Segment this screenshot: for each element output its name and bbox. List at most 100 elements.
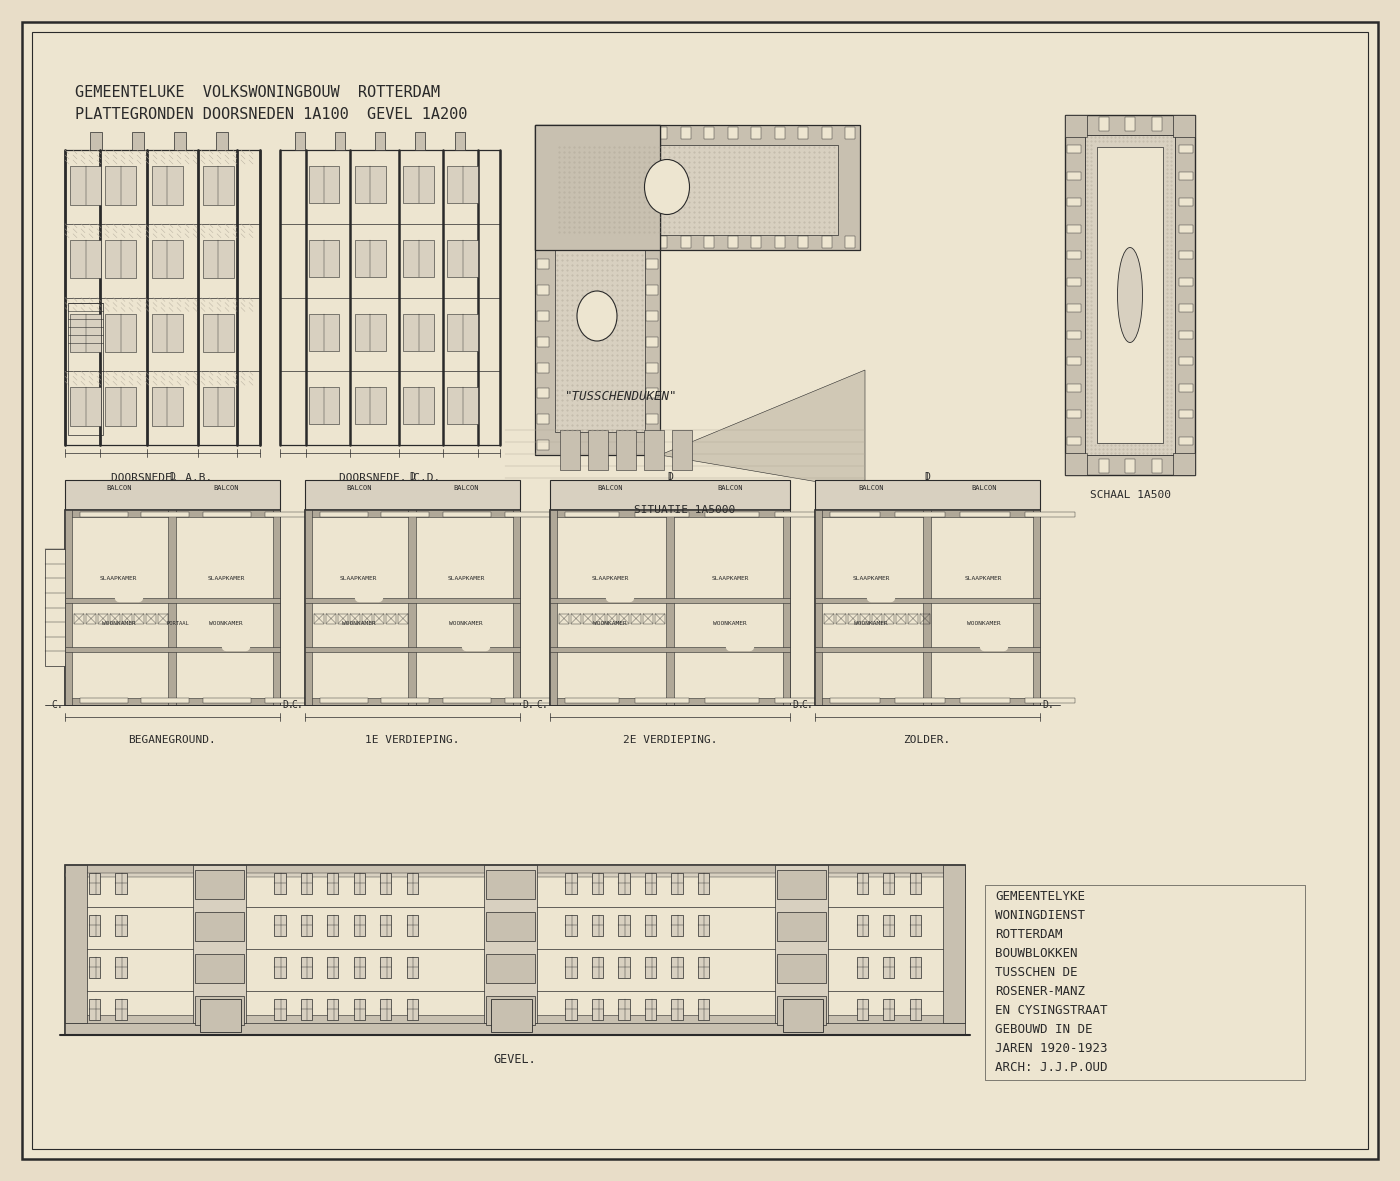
Bar (846, 236, 855, 248)
Bar (1033, 510, 1040, 705)
Bar (406, 914, 417, 937)
Bar (98, 613, 108, 624)
Bar (535, 125, 659, 250)
Bar (860, 613, 869, 624)
Bar (115, 957, 127, 978)
Bar (857, 914, 868, 937)
Bar (1067, 463, 1081, 471)
Bar (1179, 331, 1193, 339)
Bar (337, 613, 349, 624)
Bar (442, 698, 491, 703)
Bar (203, 698, 251, 703)
Bar (815, 598, 1040, 602)
Bar (305, 598, 519, 602)
Bar (910, 873, 921, 894)
Bar (274, 999, 286, 1020)
Bar (846, 128, 855, 139)
Bar (85, 613, 97, 624)
Bar (1179, 119, 1193, 128)
Bar (1126, 459, 1135, 474)
Bar (550, 479, 790, 510)
Text: GEVEL.: GEVEL. (494, 1053, 536, 1066)
Text: JAREN 1920-1923: JAREN 1920-1923 (995, 1042, 1107, 1055)
Bar (203, 387, 234, 426)
Bar (203, 167, 234, 204)
Bar (1179, 357, 1193, 365)
Bar (308, 167, 339, 203)
Bar (815, 479, 1040, 510)
Bar (203, 513, 251, 517)
Bar (80, 698, 127, 703)
Bar (146, 613, 155, 624)
Bar (406, 999, 417, 1020)
Bar (64, 864, 965, 873)
Bar (1126, 117, 1135, 131)
Bar (538, 389, 549, 398)
Bar (158, 613, 168, 624)
Bar (1072, 117, 1082, 131)
Text: D.: D. (281, 700, 294, 710)
Bar (314, 613, 323, 624)
Bar (566, 873, 577, 894)
Bar (616, 430, 636, 470)
Bar (195, 912, 244, 941)
Bar (1067, 437, 1081, 444)
Bar (265, 698, 314, 703)
Bar (64, 646, 280, 652)
Bar (830, 698, 881, 703)
Bar (1067, 384, 1081, 392)
Bar (484, 864, 538, 1023)
Text: GEBOUWD IN DE: GEBOUWD IN DE (995, 1023, 1092, 1036)
Bar (815, 510, 1040, 517)
Bar (90, 957, 101, 978)
Bar (442, 513, 491, 517)
Bar (566, 698, 619, 703)
Bar (168, 510, 176, 705)
Bar (535, 125, 659, 455)
Bar (403, 240, 434, 276)
Bar (566, 914, 577, 937)
Bar (1067, 119, 1081, 128)
Bar (644, 430, 664, 470)
Text: PLATTEGRONDEN DOORSNEDEN 1A100  GEVEL 1A200: PLATTEGRONDEN DOORSNEDEN 1A100 GEVEL 1A2… (76, 107, 468, 122)
Bar (571, 613, 581, 624)
Bar (895, 698, 945, 703)
Bar (538, 285, 549, 295)
Bar (115, 999, 127, 1020)
Bar (301, 914, 312, 937)
Bar (896, 613, 906, 624)
Bar (305, 698, 519, 705)
Bar (538, 156, 549, 165)
Bar (301, 999, 312, 1020)
Bar (848, 613, 858, 624)
Bar (1067, 145, 1081, 154)
Bar (1151, 459, 1162, 474)
Text: BALCON: BALCON (346, 485, 371, 491)
Bar (1067, 172, 1081, 180)
Bar (381, 873, 392, 894)
Bar (305, 510, 312, 705)
Bar (193, 864, 246, 1023)
Bar (830, 513, 881, 517)
Bar (783, 999, 823, 1032)
Bar (538, 311, 549, 321)
Bar (308, 240, 339, 276)
Bar (1072, 459, 1082, 474)
Bar (825, 613, 834, 624)
Bar (560, 430, 580, 470)
Bar (486, 954, 535, 984)
Bar (354, 314, 385, 351)
Bar (697, 873, 708, 894)
Bar (563, 128, 574, 139)
Bar (407, 510, 416, 705)
Bar (308, 314, 339, 351)
Bar (815, 646, 1040, 652)
Bar (645, 999, 657, 1020)
Text: PORTAAL: PORTAAL (167, 620, 189, 626)
Bar (697, 999, 708, 1020)
Bar (1099, 459, 1109, 474)
Bar (486, 912, 535, 941)
Bar (386, 613, 396, 624)
Bar (354, 957, 365, 978)
Bar (566, 513, 619, 517)
